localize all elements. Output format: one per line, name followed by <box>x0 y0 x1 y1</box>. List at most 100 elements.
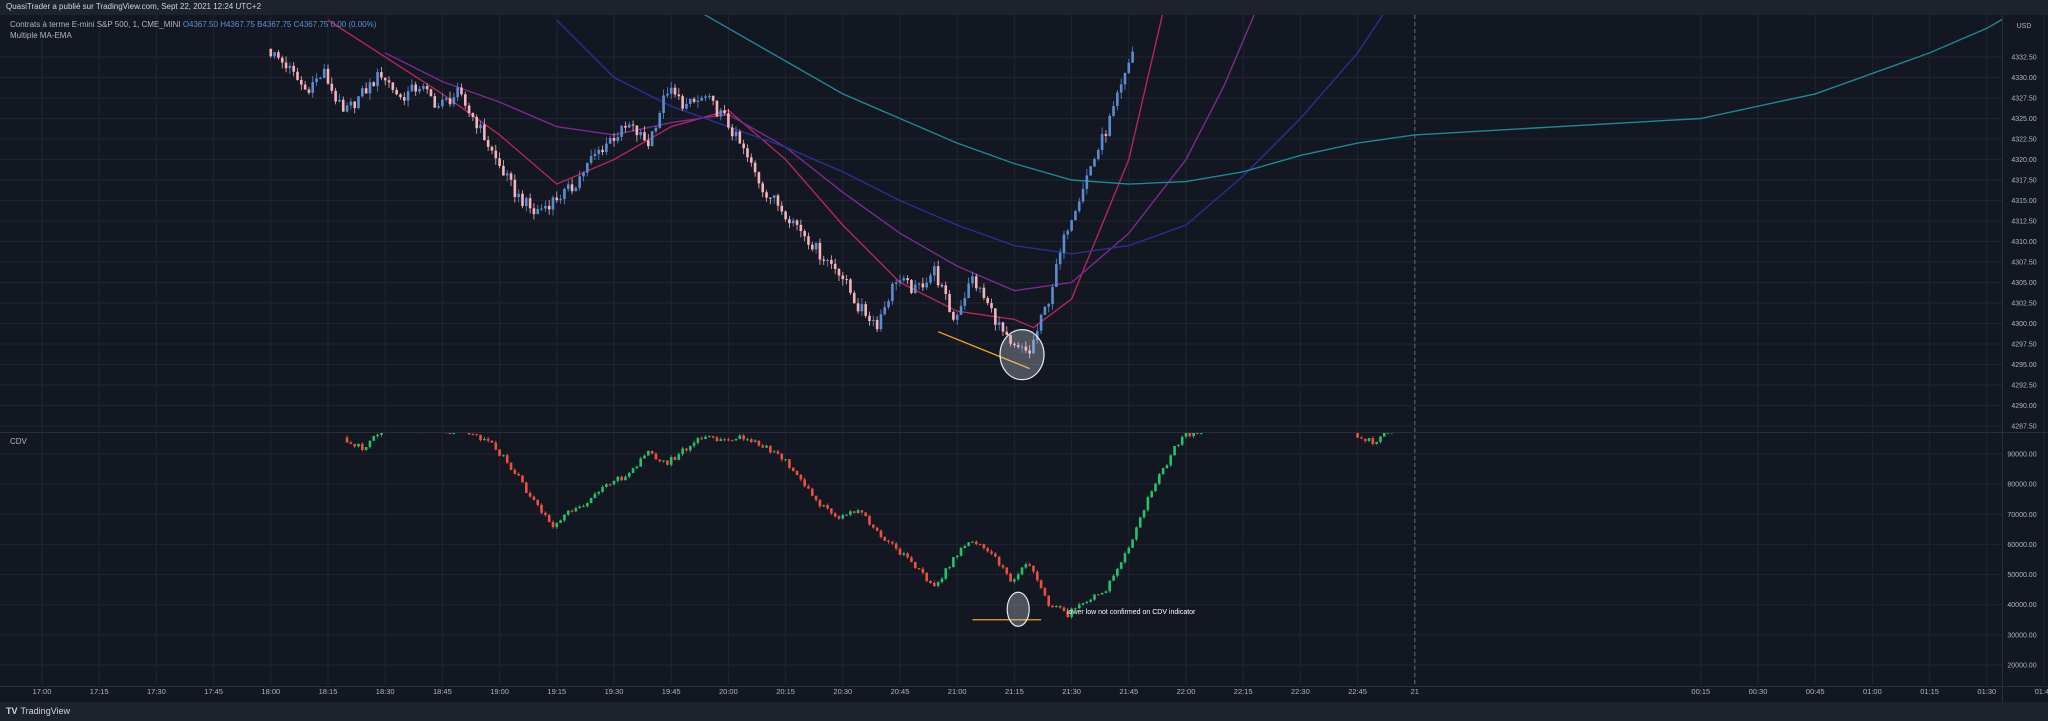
cdv-candle-bar <box>589 497 593 504</box>
candle-body <box>978 287 982 289</box>
candle-body <box>582 172 585 177</box>
cdv-candle-bar <box>810 488 814 496</box>
candle-body <box>734 131 738 137</box>
candle-body <box>1001 322 1005 332</box>
time-tick-label: 00:30 <box>1749 687 1768 696</box>
cdv-candle-bar <box>868 516 871 525</box>
candle-body <box>532 208 536 215</box>
cdv-candle-bar <box>1188 433 1192 437</box>
cdv-candle-bar <box>967 542 970 547</box>
cdv-candle-bar <box>749 439 753 442</box>
cdv-candle-bar <box>700 438 704 440</box>
candle-body <box>1074 211 1077 221</box>
ema-line <box>384 15 1255 292</box>
time-tick-label: 22:30 <box>1291 687 1310 696</box>
symbol-legend[interactable]: Contrats à terme E-mini S&P 500, 1, CME_… <box>10 20 376 29</box>
candle-body <box>574 187 578 192</box>
time-tick-label: 21:00 <box>948 687 967 696</box>
cdv-candle-bar <box>372 436 376 441</box>
cdv-candle-bar <box>929 580 932 583</box>
candle-body <box>727 113 730 128</box>
candle-body <box>875 319 879 330</box>
cdv-low-circle <box>1006 591 1030 627</box>
candle-body <box>570 184 574 192</box>
candle-body <box>818 242 822 260</box>
cdv-candle-bar <box>1158 474 1161 484</box>
cdv-candle-bar <box>364 447 368 450</box>
candle-body <box>647 140 650 147</box>
cdv-candle-bar <box>841 515 845 519</box>
cdv-candle-bar <box>1047 595 1051 606</box>
indicator-legend[interactable]: Multiple MA-EMA <box>10 31 72 40</box>
candle-body <box>372 82 376 87</box>
candle-body <box>925 282 928 288</box>
cdv-candle-bar <box>433 427 436 428</box>
cdv-candle-bar <box>696 438 700 443</box>
candle-body <box>791 220 795 224</box>
candle-body <box>1047 304 1051 307</box>
candle-body <box>955 314 959 320</box>
cdv-candle-bar <box>1058 605 1062 608</box>
candle-body <box>749 157 753 163</box>
candle-body <box>376 72 379 87</box>
candle-body <box>559 199 562 201</box>
candle-body <box>288 65 292 69</box>
tradingview-brand[interactable]: TV TradingView <box>6 706 70 716</box>
candle-body <box>902 278 906 281</box>
candle-body <box>1032 339 1035 354</box>
candle-body <box>387 80 391 83</box>
cdv-late-candle-bar <box>1360 437 1363 439</box>
time-tick-label: 19:15 <box>547 687 566 696</box>
candle-body <box>666 93 669 96</box>
cdv-candle-bar <box>791 467 795 471</box>
candle-body <box>723 110 726 114</box>
candle-body <box>300 79 303 85</box>
time-tick-label: 19:45 <box>662 687 681 696</box>
candle-body <box>917 283 921 285</box>
candle-body <box>963 298 967 306</box>
candle-body <box>277 52 280 58</box>
cdv-candle-bar <box>547 515 551 523</box>
candle-body <box>444 98 448 100</box>
cdv-candle-bar <box>891 541 894 544</box>
cdv-candle-bar <box>570 510 574 512</box>
candle-body <box>673 87 677 95</box>
cdv-legend[interactable]: CDV <box>10 437 27 446</box>
cdv-candle-bar <box>685 448 688 451</box>
cdv-candle-bar <box>532 496 536 500</box>
cdv-candle-bar <box>498 449 501 456</box>
candle-body <box>1108 115 1112 136</box>
cdv-candle-bar <box>566 510 570 515</box>
cdv-candle-bar <box>555 523 559 528</box>
cdv-candle-bar <box>620 476 623 481</box>
candle-body <box>502 165 505 176</box>
cdv-candle-bar <box>753 440 757 442</box>
candle-body <box>292 65 295 72</box>
cdv-candle-bar <box>1100 592 1104 595</box>
cdv-candle-bar <box>395 426 398 427</box>
candle-body <box>1066 230 1070 235</box>
candle-body <box>586 162 589 173</box>
cdv-candle-bar <box>673 457 677 460</box>
candle-body <box>547 205 551 210</box>
cdv-candle-bar <box>963 546 967 549</box>
cdv-candle-bar <box>776 451 780 454</box>
cdv-candle-bar <box>1020 567 1024 575</box>
candle-body <box>677 94 681 97</box>
cdv-candle-bar <box>1035 571 1039 581</box>
publication-bar: QuasiTrader a publié sur TradingView.com… <box>0 0 2048 15</box>
candle-body <box>345 105 349 112</box>
candle-body <box>894 282 898 284</box>
cdv-candle-bar <box>563 514 566 521</box>
cdv-candle-bar <box>723 439 726 441</box>
cdv-candle-bar <box>971 541 974 543</box>
cdv-candle-bar <box>677 454 681 460</box>
candle-body <box>936 266 940 286</box>
cdv-candle-bar <box>392 426 395 430</box>
candle-body <box>616 137 620 141</box>
candle-body <box>940 285 944 287</box>
cdv-candle-bar <box>852 511 856 514</box>
brand-name: TradingView <box>20 706 71 716</box>
